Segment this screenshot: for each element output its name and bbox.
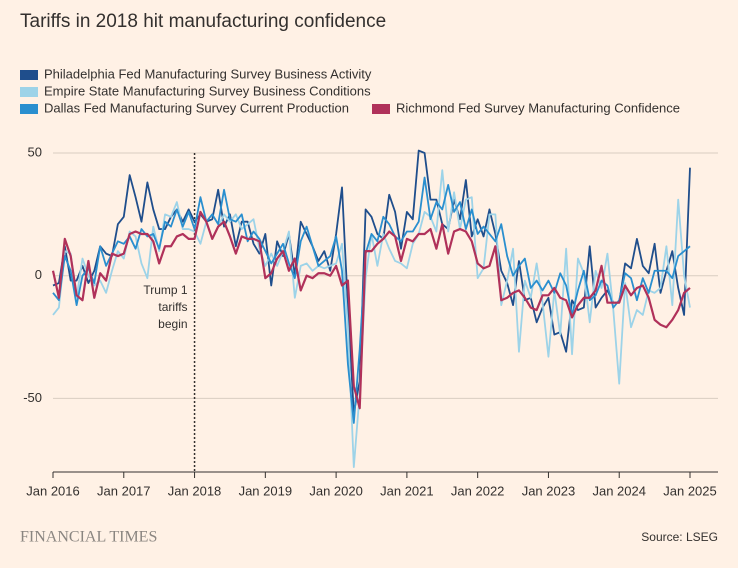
x-tick-label: Jan 2018 (168, 483, 222, 498)
series-line (52, 176, 691, 424)
x-tick-label: Jan 2023 (522, 483, 576, 498)
annotation-text: tariffs (158, 300, 187, 314)
y-tick-label: 50 (28, 144, 42, 159)
annotation-text: Trump 1 (143, 283, 188, 297)
x-tick-label: Jan 2024 (592, 483, 646, 498)
legend-swatch (20, 87, 38, 97)
source: Source: LSEG (641, 530, 718, 544)
x-tick-label: Jan 2016 (26, 483, 80, 498)
x-tick-label: Jan 2019 (239, 483, 293, 498)
x-tick-label: Jan 2025 (663, 483, 717, 498)
legend-label: Empire State Manufacturing Survey Busine… (44, 83, 371, 98)
legend-label: Dallas Fed Manufacturing Survey Current … (44, 100, 349, 115)
chart-title: Tariffs in 2018 hit manufacturing confid… (20, 11, 386, 32)
x-tick-label: Jan 2017 (97, 483, 151, 498)
legend-swatch (20, 104, 38, 114)
x-tick-label: Jan 2022 (451, 483, 505, 498)
legend-label: Richmond Fed Survey Manufacturing Confid… (396, 100, 680, 115)
legend-label: Philadelphia Fed Manufacturing Survey Bu… (44, 66, 372, 81)
annotation-text: begin (158, 317, 187, 331)
y-tick-label: -50 (23, 390, 42, 405)
y-tick-label: 0 (35, 267, 42, 282)
series-line (52, 149, 691, 415)
legend-swatch (372, 104, 390, 114)
x-tick-label: Jan 2021 (380, 483, 434, 498)
brand: FINANCIAL TIMES (20, 529, 157, 546)
legend-swatch (20, 70, 38, 80)
series-line (51, 210, 691, 410)
x-tick-label: Jan 2020 (309, 483, 363, 498)
